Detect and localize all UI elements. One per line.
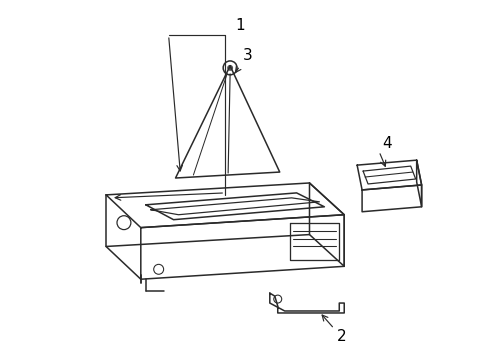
- Circle shape: [227, 65, 233, 71]
- Text: 1: 1: [235, 18, 245, 33]
- Text: 3: 3: [243, 49, 253, 63]
- Text: 2: 2: [337, 329, 347, 344]
- Text: 4: 4: [382, 136, 392, 151]
